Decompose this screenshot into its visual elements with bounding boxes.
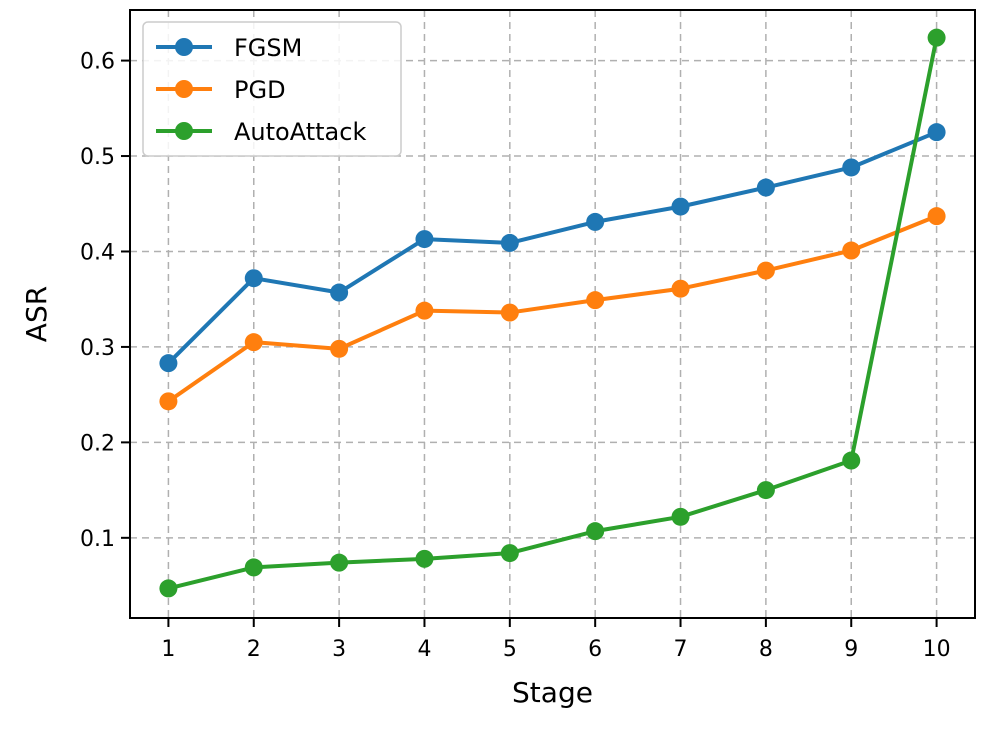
data-point bbox=[500, 233, 519, 252]
data-point bbox=[927, 28, 946, 47]
series-line-pgd bbox=[166, 214, 939, 404]
legend-item-autoattack: AutoAttack bbox=[156, 118, 366, 146]
data-point bbox=[330, 283, 349, 302]
series-autoattack bbox=[159, 28, 946, 598]
x-tick-label: 6 bbox=[588, 637, 602, 662]
y-axis-label: ASR bbox=[20, 286, 53, 342]
data-point bbox=[500, 303, 519, 322]
axis-ticks: 1 2 3 4 5 6 7 8 9 10 0.1 0.2 0.3 0.4 0.5 0.6 bbox=[80, 50, 951, 662]
legend-item-pgd: PGD bbox=[156, 76, 286, 104]
data-point bbox=[671, 507, 690, 526]
y-tick-label: 0.4 bbox=[80, 240, 115, 265]
data-point bbox=[244, 558, 263, 577]
x-tick-label: 7 bbox=[674, 637, 688, 662]
data-point bbox=[586, 522, 605, 541]
data-point bbox=[756, 261, 775, 280]
data-point bbox=[330, 553, 349, 572]
plot-frame bbox=[129, 9, 976, 619]
data-point bbox=[500, 544, 519, 563]
series-line-fgsm bbox=[166, 130, 939, 366]
data-point bbox=[244, 333, 263, 352]
data-point bbox=[842, 158, 861, 177]
legend: FGSM PGD AutoAttack bbox=[142, 21, 402, 157]
legend-label: AutoAttack bbox=[234, 118, 366, 146]
legend-label: PGD bbox=[234, 76, 286, 104]
y-tick-label: 0.5 bbox=[80, 145, 115, 170]
x-tick-label: 5 bbox=[503, 637, 517, 662]
data-point bbox=[159, 392, 178, 411]
data-point bbox=[586, 212, 605, 231]
x-tick-label: 4 bbox=[417, 637, 431, 662]
data-point bbox=[159, 579, 178, 598]
legend-item-fgsm: FGSM bbox=[156, 34, 302, 62]
x-tick-label: 1 bbox=[161, 637, 175, 662]
data-point bbox=[330, 339, 349, 358]
data-point bbox=[586, 291, 605, 310]
x-tick-label: 8 bbox=[759, 637, 773, 662]
y-tick-label: 0.3 bbox=[80, 336, 115, 361]
data-point bbox=[927, 207, 946, 226]
legend-frame bbox=[142, 21, 402, 157]
data-point bbox=[415, 230, 434, 249]
data-point bbox=[415, 549, 434, 568]
legend-swatch-marker bbox=[175, 38, 193, 56]
data-point bbox=[671, 279, 690, 298]
x-tick-label: 10 bbox=[923, 637, 951, 662]
data-point bbox=[756, 178, 775, 197]
y-tick-label: 0.6 bbox=[80, 50, 115, 75]
data-point bbox=[415, 301, 434, 320]
y-tick-label: 0.2 bbox=[80, 431, 115, 456]
x-tick-label: 2 bbox=[247, 637, 261, 662]
series-fgsm bbox=[159, 123, 946, 373]
y-tick-label: 0.1 bbox=[80, 527, 115, 552]
x-axis-label: Stage bbox=[512, 676, 593, 709]
x-tick-label: 3 bbox=[332, 637, 346, 662]
series-pgd bbox=[159, 207, 946, 411]
legend-swatch-marker bbox=[175, 122, 193, 140]
legend-swatch-marker bbox=[175, 80, 193, 98]
legend-label: FGSM bbox=[234, 34, 302, 62]
data-point bbox=[244, 269, 263, 288]
x-tick-label: 9 bbox=[844, 637, 858, 662]
data-point bbox=[671, 197, 690, 216]
data-point bbox=[927, 123, 946, 142]
series-layer bbox=[159, 28, 946, 598]
series-line-autoattack bbox=[166, 35, 939, 591]
data-point bbox=[159, 354, 178, 373]
data-point bbox=[842, 451, 861, 470]
data-point bbox=[842, 241, 861, 260]
data-point bbox=[756, 481, 775, 500]
